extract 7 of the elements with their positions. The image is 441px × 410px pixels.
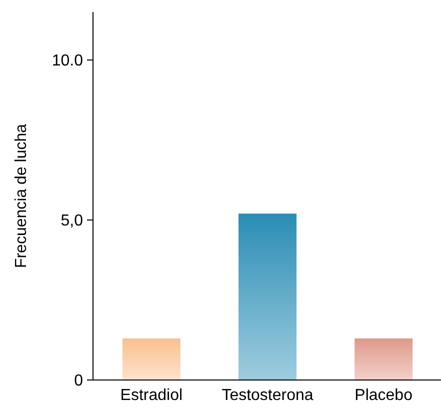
y-tick-label: 10.0 — [52, 52, 84, 70]
x-tick-label: Estradiol — [120, 387, 183, 404]
x-tick-label: Placebo — [354, 387, 413, 404]
y-tick-label: 5,0 — [60, 212, 84, 230]
y-axis-title: Frecuencia de lucha — [13, 124, 30, 268]
x-tick-label: Testosterona — [222, 387, 314, 404]
y-tick-label: 0 — [74, 372, 84, 390]
